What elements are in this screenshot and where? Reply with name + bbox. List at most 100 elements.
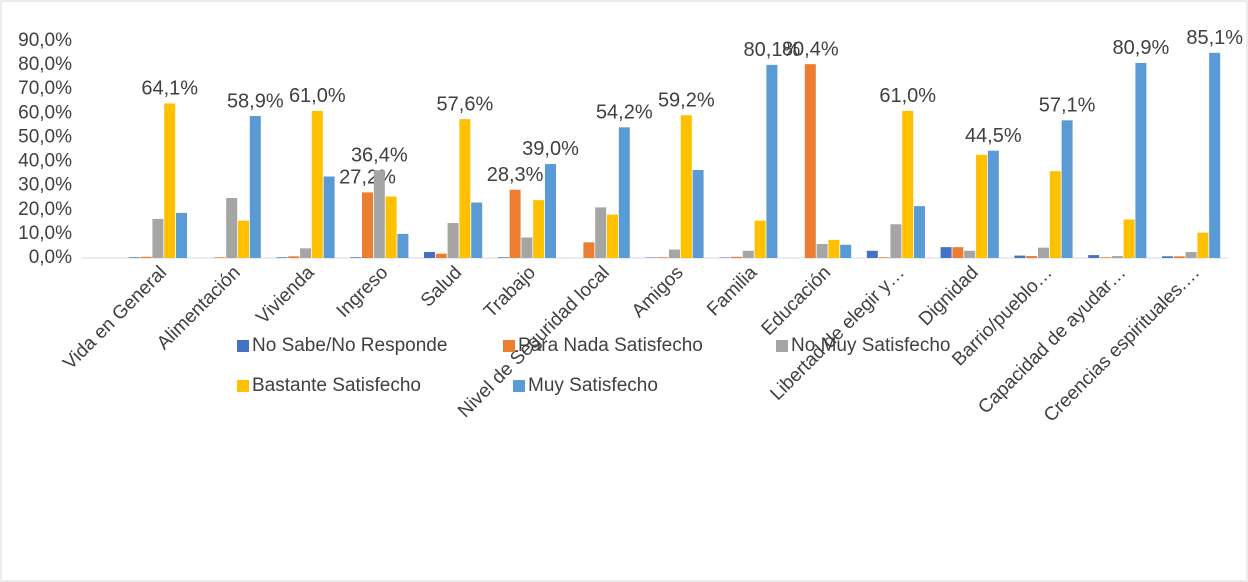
bar — [373, 170, 385, 258]
legend-label: Bastante Satisfecho — [252, 375, 421, 396]
data-label: 80,1% — [744, 39, 801, 61]
data-label: 39,0% — [522, 138, 579, 160]
bar — [680, 115, 692, 258]
bar — [595, 207, 607, 258]
bar — [1038, 247, 1049, 258]
data-label: 36,4% — [351, 145, 408, 167]
bar — [731, 256, 742, 258]
legend-label: Para Nada Satisfecho — [518, 335, 703, 356]
bar — [226, 197, 238, 258]
bar — [288, 256, 300, 258]
bar — [471, 202, 483, 258]
bar — [742, 250, 754, 258]
legend-swatch — [513, 380, 525, 392]
data-label: 57,1% — [1039, 95, 1096, 117]
y-tick-label: 90,0% — [18, 30, 72, 51]
data-label: 85,1% — [1186, 27, 1243, 49]
legend-label: No Muy Satisfecho — [791, 335, 950, 356]
bar — [497, 257, 509, 258]
y-tick-label: 50,0% — [18, 126, 72, 147]
bar — [964, 250, 976, 258]
y-tick-label: 70,0% — [18, 78, 72, 99]
bar — [914, 206, 925, 258]
bar — [1197, 232, 1209, 258]
data-label: 64,1% — [141, 78, 198, 100]
data-label: 80,9% — [1113, 37, 1170, 59]
bar — [362, 192, 373, 258]
bar — [828, 239, 840, 258]
bar — [1049, 171, 1061, 258]
bar — [385, 196, 397, 258]
bar — [1111, 256, 1123, 258]
bar — [545, 163, 556, 258]
bar — [766, 64, 778, 259]
bar — [804, 64, 816, 258]
bar — [987, 150, 999, 258]
bar — [435, 253, 447, 258]
y-tick-label: 30,0% — [18, 175, 72, 196]
legend-swatch — [237, 340, 249, 352]
bar — [1123, 219, 1135, 258]
bar — [397, 233, 409, 258]
legend-label: No Sabe/No Responde — [252, 335, 447, 356]
data-label: 61,0% — [879, 85, 936, 107]
bar — [890, 224, 902, 258]
bar — [447, 223, 459, 258]
bar — [1026, 256, 1038, 258]
bar — [976, 154, 987, 258]
legend-swatch — [237, 380, 249, 392]
bar — [311, 110, 323, 258]
bar — [214, 257, 226, 258]
bar — [276, 257, 288, 258]
legend-swatch — [503, 340, 515, 352]
legend-swatch — [776, 340, 788, 352]
bar — [1162, 256, 1173, 258]
bar — [754, 220, 766, 258]
y-tick-label: 80,0% — [18, 54, 72, 75]
bar — [618, 127, 630, 258]
bar — [176, 212, 187, 258]
data-label: 80,4% — [782, 38, 839, 60]
bar — [1173, 256, 1185, 258]
legend-label: Muy Satisfecho — [528, 375, 658, 396]
bar — [164, 103, 176, 258]
bar — [940, 247, 952, 258]
bar — [300, 248, 311, 258]
bar — [128, 257, 140, 258]
bar — [1135, 62, 1147, 258]
bar — [902, 110, 914, 258]
bar — [1088, 255, 1100, 258]
bar — [952, 247, 964, 258]
data-label: 57,6% — [437, 93, 494, 115]
data-label: 54,2% — [596, 102, 653, 124]
data-label: 58,9% — [227, 90, 284, 112]
bar — [583, 242, 595, 258]
bar — [459, 119, 471, 259]
data-label: 27,2% — [339, 167, 396, 189]
bar — [1185, 251, 1197, 258]
bar — [1061, 120, 1073, 258]
y-tick-label: 40,0% — [18, 151, 72, 172]
bar — [424, 251, 435, 258]
bar — [533, 200, 545, 258]
bar — [323, 176, 335, 258]
y-tick-label: 10,0% — [18, 223, 72, 244]
bar — [509, 189, 521, 258]
bar — [692, 169, 704, 258]
data-label: 28,3% — [487, 164, 544, 186]
bar — [816, 244, 828, 258]
bar — [1014, 255, 1026, 258]
data-label: 61,0% — [289, 85, 346, 107]
bar — [657, 257, 669, 258]
bar — [238, 220, 249, 258]
bar — [1209, 52, 1221, 258]
bar — [878, 257, 890, 258]
y-tick-label: 20,0% — [18, 199, 72, 220]
data-label: 59,2% — [658, 90, 715, 112]
bar — [866, 250, 878, 258]
bar — [1100, 257, 1111, 258]
data-label: 44,5% — [965, 125, 1022, 147]
bar — [249, 115, 261, 258]
